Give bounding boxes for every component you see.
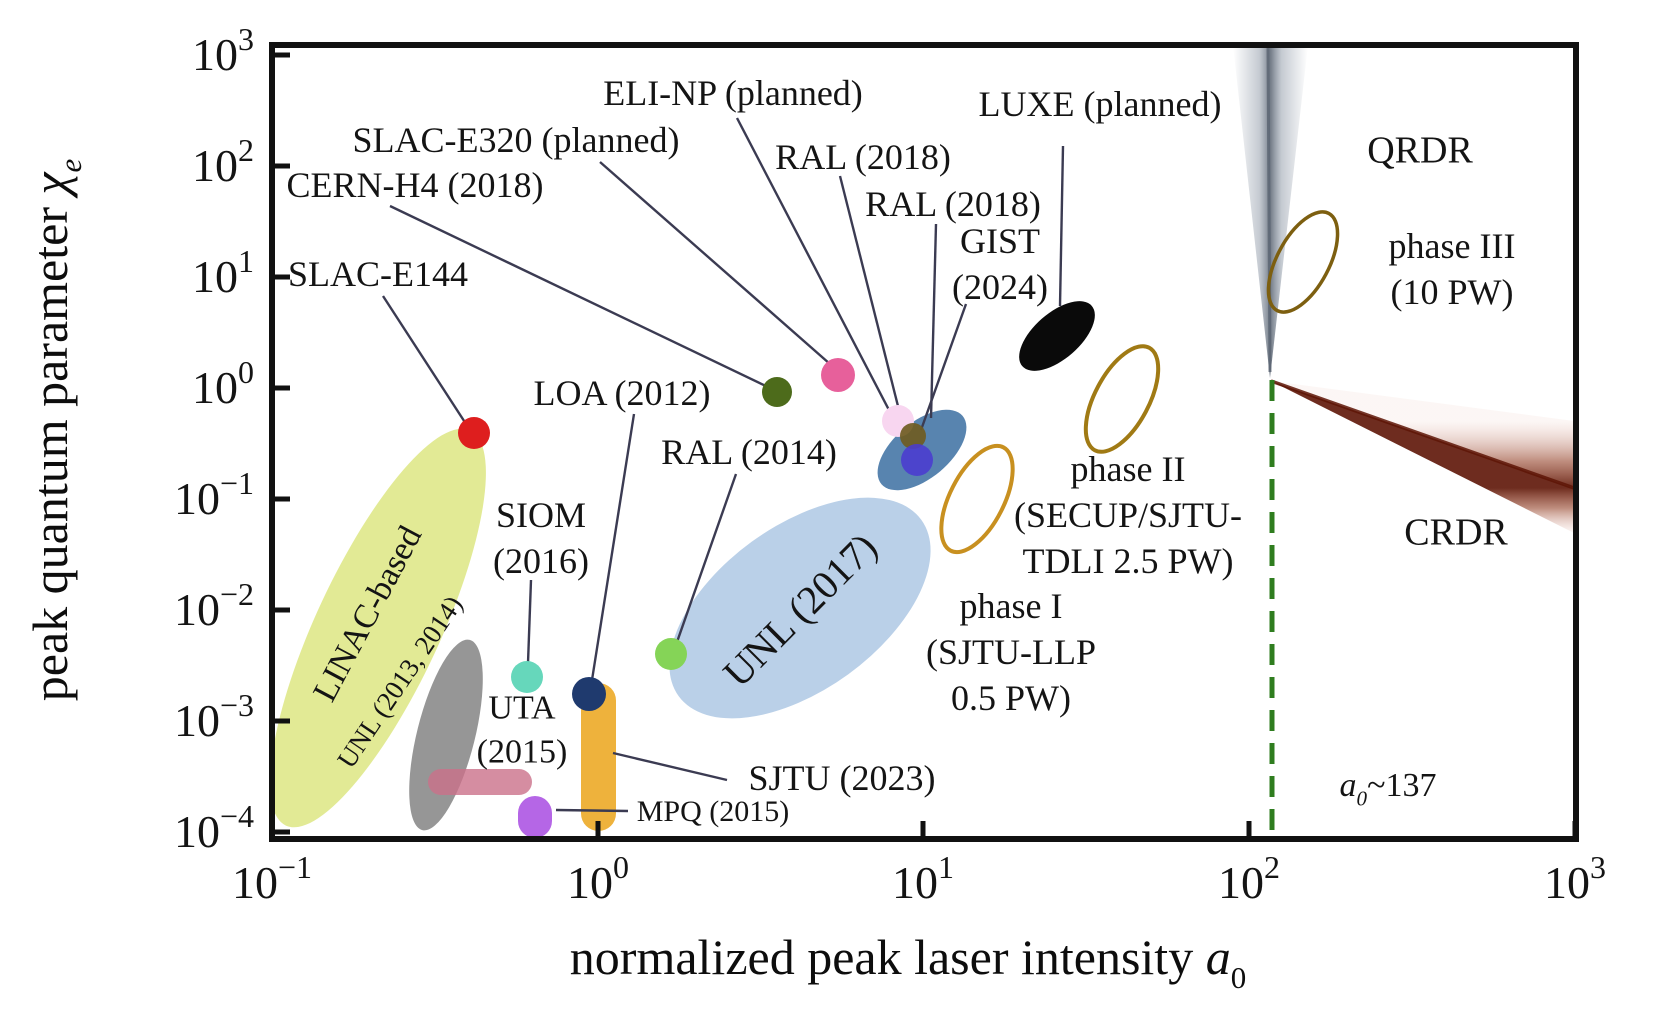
leader-line-slac-e320 [599, 161, 831, 365]
marker-gist-2024 [900, 423, 926, 449]
y-tick-label: 10−2 [174, 576, 254, 635]
y-tick-label: 102 [192, 132, 254, 191]
outline-phase-i-sjtu-llp-0-5-pw [939, 443, 1015, 555]
marker-slac-e320-planned [821, 358, 855, 392]
crdr-region-cone-lower [1271, 381, 1574, 533]
x-tick-label: 102 [1218, 849, 1280, 908]
y-tick-label: 103 [192, 21, 254, 80]
leader-line-siom [526, 579, 533, 664]
y-tick-label: 10−1 [174, 465, 254, 524]
region-linac-based [270, 428, 486, 828]
region-mpq-2015 [518, 796, 552, 838]
marker-ral-2014 [655, 638, 687, 670]
x-tick-label: 10−1 [232, 849, 312, 908]
marker-ral-2018 [901, 444, 933, 476]
leader-line-cern-h4 [389, 204, 771, 390]
y-tick-label: 100 [192, 354, 254, 413]
marker-siom-2016 [511, 661, 543, 693]
y-tick-label: 101 [192, 243, 254, 302]
y-tick-label: 10−4 [174, 798, 254, 857]
marker-loa-2012 [572, 677, 606, 711]
leader-line-gist [919, 303, 968, 431]
x-tick-label: 103 [1544, 849, 1606, 908]
x-tick-label: 101 [892, 849, 954, 908]
region-luxe-planned [1019, 301, 1095, 371]
leader-line-loa [590, 413, 636, 681]
leader-line-ral-2018-b [929, 223, 938, 419]
region-uta-2015 [428, 769, 532, 795]
x-tick-label: 100 [567, 849, 629, 908]
region-unl-2013-2014 [409, 639, 483, 831]
leader-line-slac-e144 [381, 295, 470, 428]
leader-line-sjtu [612, 751, 728, 782]
marker-slac-e144 [458, 417, 490, 449]
leader-line-eli-np [735, 117, 892, 413]
leader-line-ral-2018-a [838, 175, 905, 427]
leader-line-ral-2014 [675, 473, 738, 643]
outline-phase-ii-secup-sjtu-tdli-2-5-pw [1083, 344, 1161, 454]
crdr-core-line [1270, 379, 1575, 490]
marker-cern-h4-2018 [762, 377, 792, 407]
region-sjtu-2023 [581, 683, 616, 831]
qrdr-core-line [1266, 44, 1272, 373]
outline-phase-iii-10-pw [1266, 210, 1340, 314]
leader-line-mpq [555, 808, 629, 813]
leader-line-luxe [1058, 145, 1065, 307]
region-unl-2017 [669, 497, 931, 719]
y-tick-label: 10−3 [174, 687, 254, 746]
